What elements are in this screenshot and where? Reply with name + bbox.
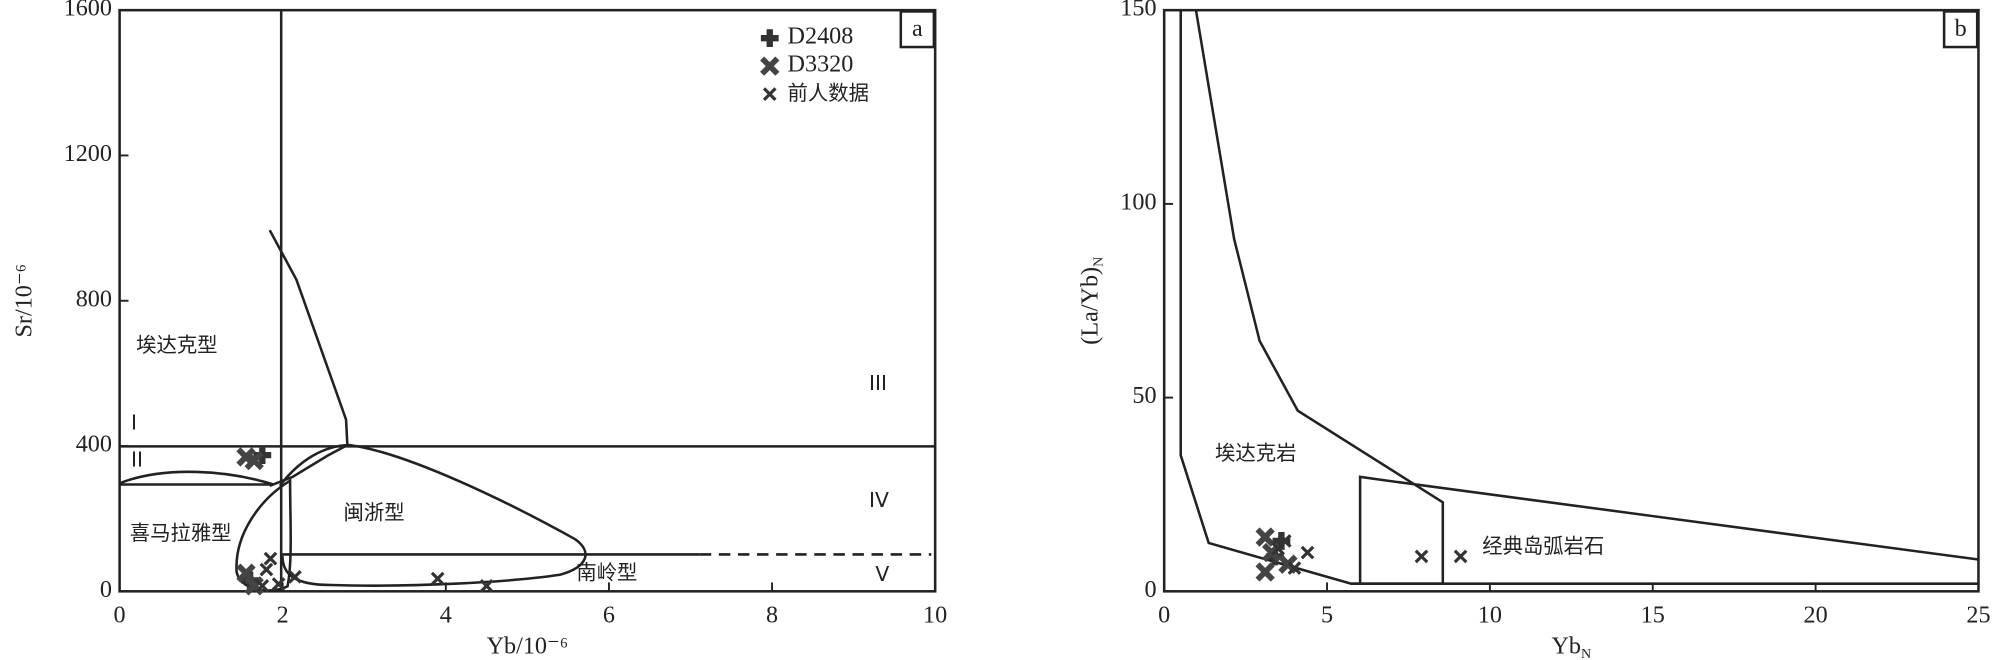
y-tick-label: 1200 xyxy=(64,140,112,167)
legend-label: D2408 xyxy=(788,23,854,50)
x-tick-label: 4 xyxy=(440,601,452,628)
x-tick-label: 6 xyxy=(603,601,615,628)
legend-label: 前人数据 xyxy=(788,81,869,105)
x-tick-label: 10 xyxy=(923,601,947,628)
panel-label: b xyxy=(1955,15,1967,42)
x-tick-label: 10 xyxy=(1478,601,1502,628)
data-point xyxy=(1453,549,1468,564)
x-tick-label: 5 xyxy=(1321,601,1333,628)
annotation: IV xyxy=(869,488,889,512)
annotation: 经典岛弧岩石 xyxy=(1482,534,1604,558)
x-tick-label: 0 xyxy=(1158,601,1170,628)
annotation: 闽浙型 xyxy=(344,501,405,525)
x-axis-label-main: Yb xyxy=(1551,632,1581,659)
annotation: V xyxy=(875,562,889,586)
data-point xyxy=(263,551,278,566)
annotation: 埃达克型 xyxy=(136,333,217,357)
y-axis-label-sub: N xyxy=(1091,257,1106,267)
y-axis-label-main: Sr/10⁻⁶ xyxy=(10,264,37,338)
data-point xyxy=(236,563,256,583)
y-tick-label: 400 xyxy=(76,431,112,458)
x-tick-label: 25 xyxy=(1966,601,1990,628)
x-axis-label-main: Yb/10⁻⁶ xyxy=(487,632,569,659)
y-tick-label: 0 xyxy=(1144,576,1156,603)
annotation: II xyxy=(131,447,143,471)
panel-label-box xyxy=(899,10,936,49)
data-point xyxy=(1277,534,1292,548)
panel-label-box xyxy=(1942,10,1979,49)
data-point xyxy=(271,577,286,591)
x-axis-label-sub: N xyxy=(1581,647,1591,660)
data-point xyxy=(430,571,445,586)
y-tick-label: 0 xyxy=(100,576,112,603)
y-axis-label: Sr/10⁻⁶ xyxy=(10,264,37,338)
x-tick-label: 0 xyxy=(114,601,126,628)
charts: 0 2 4 6 8 10040080012001600Yb/10⁻⁶Sr/10⁻⁶a埃达克… xyxy=(10,0,1991,660)
annotation: 埃达克岩 xyxy=(1215,441,1296,465)
y-tick-label: 150 xyxy=(1120,0,1156,22)
y-tick-label: 50 xyxy=(1132,382,1156,409)
y-axis-label-main: (La/Yb) xyxy=(1076,267,1103,345)
x-tick-label: 8 xyxy=(766,601,778,628)
x-tick-label: 15 xyxy=(1641,601,1665,628)
y-tick-label: 100 xyxy=(1120,188,1156,215)
field-boundaries-b xyxy=(1179,9,1979,585)
annotation: III xyxy=(869,371,887,395)
data-point xyxy=(1255,562,1275,582)
data-point xyxy=(1300,545,1315,560)
plot-frame xyxy=(1162,8,1980,593)
data-point xyxy=(259,562,274,577)
legend-marker xyxy=(760,29,779,48)
data-point xyxy=(288,569,302,584)
annotation: I xyxy=(131,410,137,434)
panel-label: a xyxy=(912,15,923,42)
legend-marker xyxy=(760,56,780,76)
annotation: 南岭型 xyxy=(576,561,637,585)
annotation: 喜马拉雅型 xyxy=(130,521,232,545)
data-point xyxy=(479,579,494,593)
x-tick-label: 20 xyxy=(1804,601,1828,628)
y-tick-label: 800 xyxy=(76,285,112,312)
x-tick-label: 2 xyxy=(277,601,289,628)
legend-marker xyxy=(762,87,777,101)
x-axis-label: Yb/10⁻⁶ xyxy=(487,632,569,659)
y-axis-label: (La/Yb)N xyxy=(1076,257,1106,345)
y-tick-label: 1600 xyxy=(64,0,112,22)
legend-label: D3320 xyxy=(788,51,854,78)
x-axis-label: YbN xyxy=(1551,632,1591,660)
data-point xyxy=(1255,527,1275,547)
data-point xyxy=(1287,561,1302,575)
data-point xyxy=(1414,549,1429,564)
data-point xyxy=(255,579,270,593)
data-point xyxy=(244,450,264,471)
